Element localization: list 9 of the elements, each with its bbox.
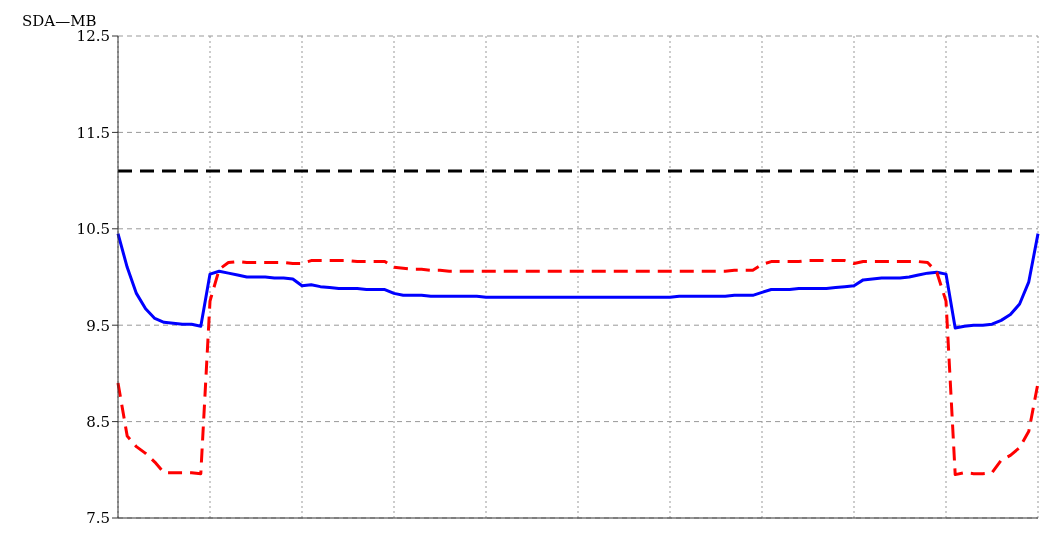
y-tick-label: 7.5 (86, 509, 110, 528)
y-axis-title: SDA—MB (22, 12, 97, 30)
y-tick-label: 8.5 (86, 412, 110, 431)
line-series (116, 232, 1040, 330)
y-tick-label: 11.5 (76, 123, 110, 142)
y-tick-label: 10.5 (76, 220, 110, 239)
line-series (116, 259, 1040, 477)
y-tick-label: 9.5 (86, 316, 110, 335)
y-tick-label: 12.5 (76, 27, 110, 46)
